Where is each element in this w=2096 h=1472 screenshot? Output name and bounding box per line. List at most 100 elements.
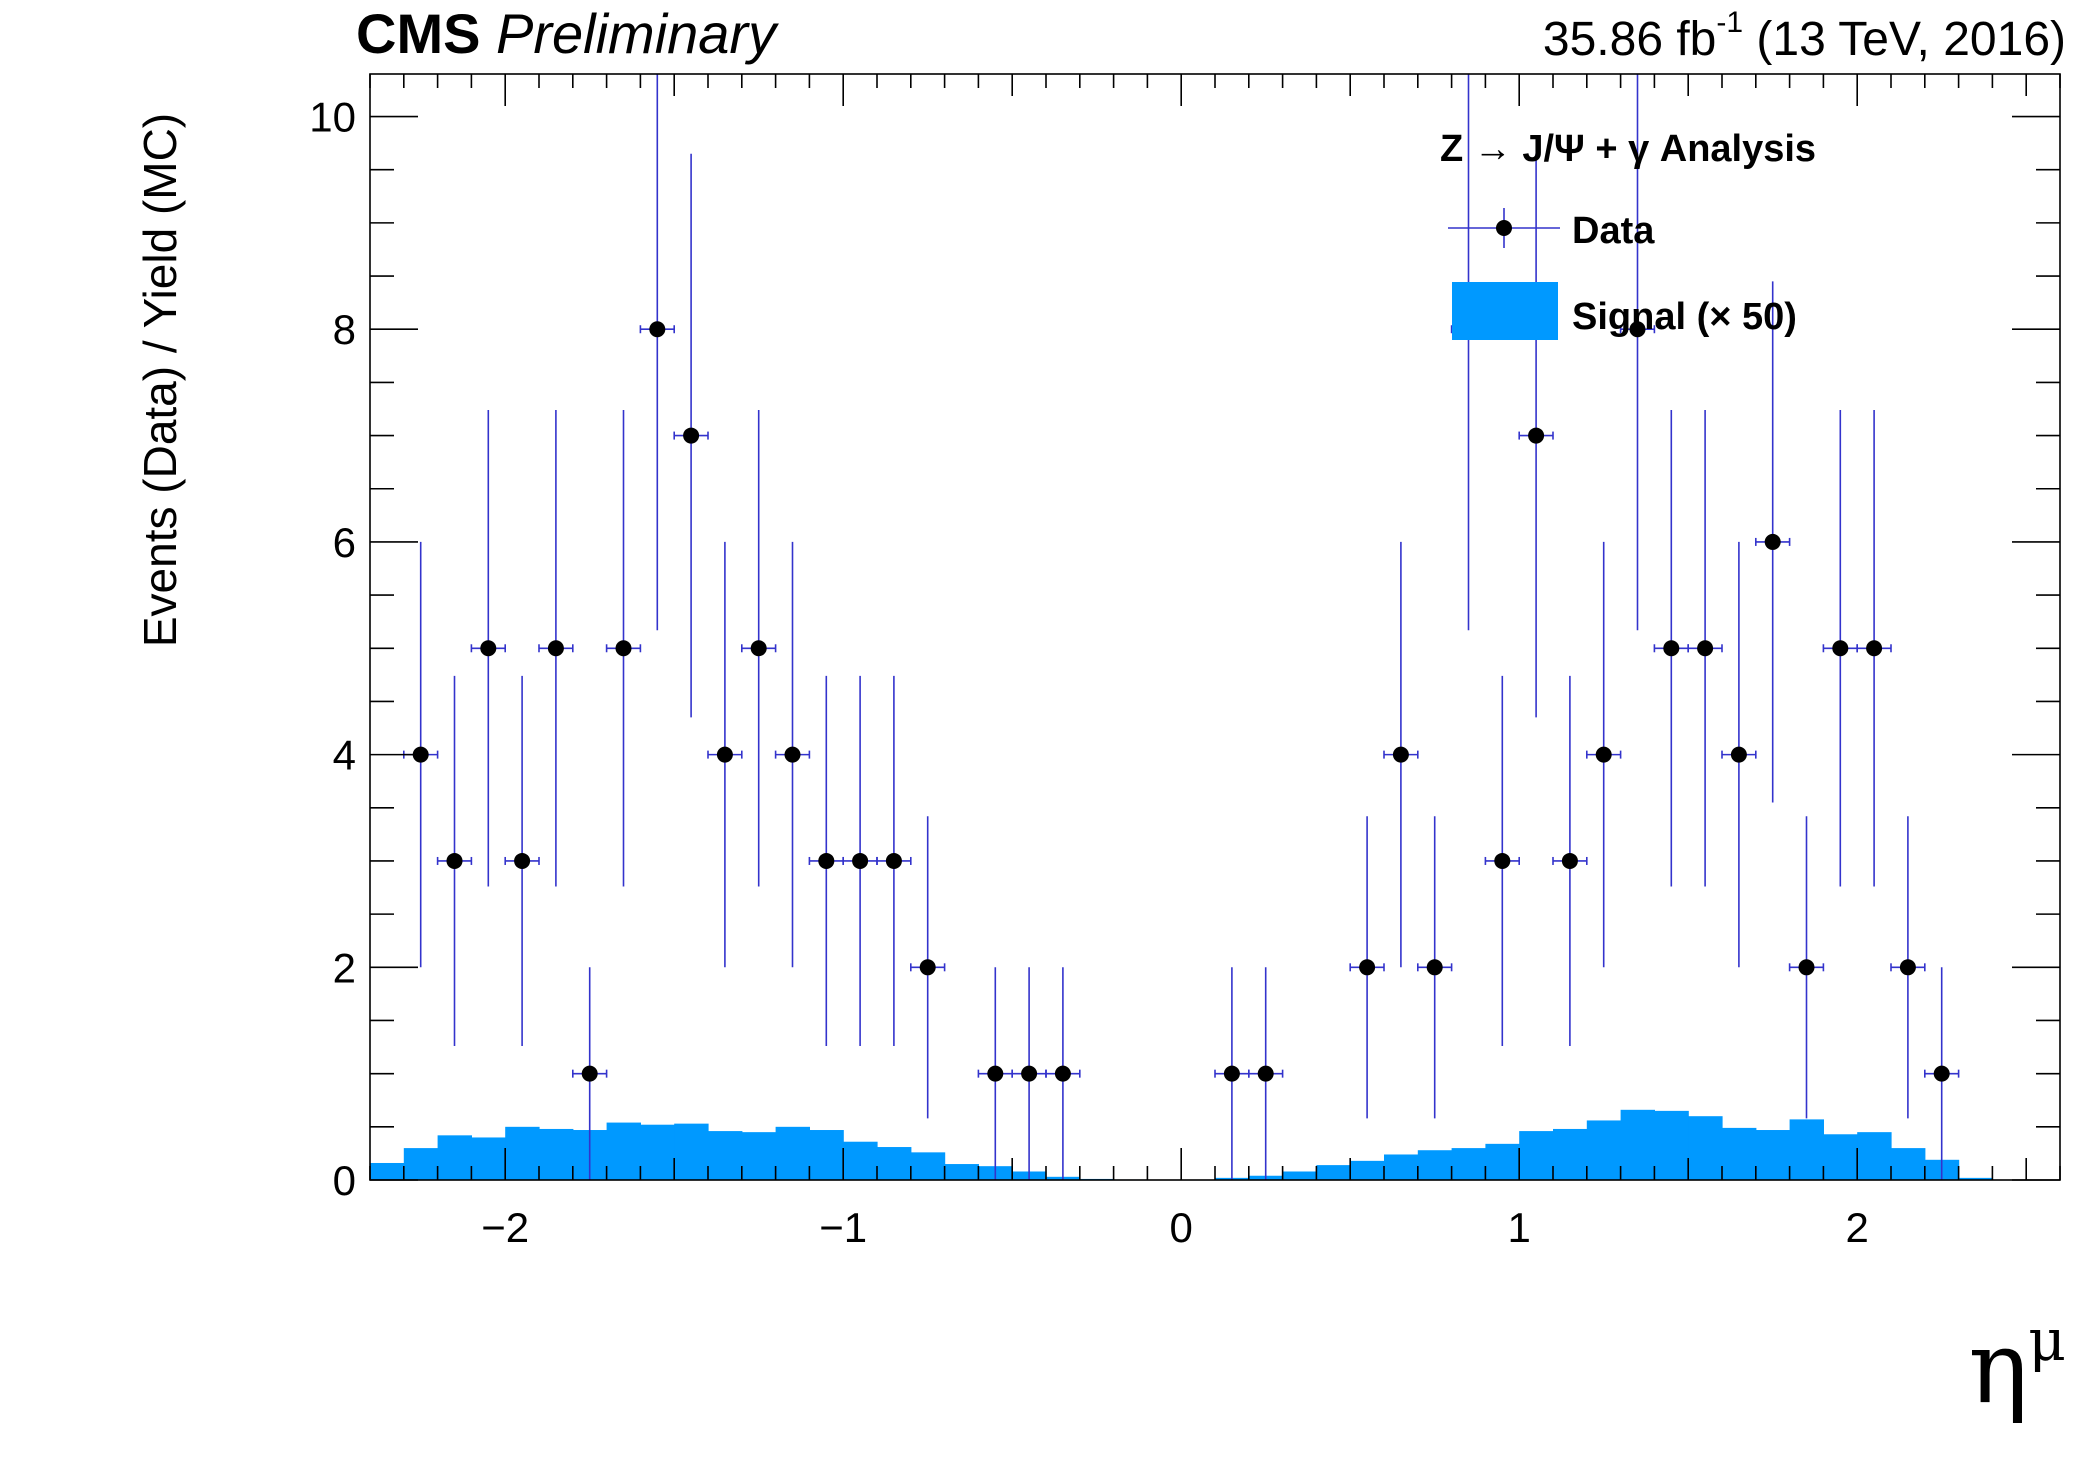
data-point xyxy=(649,321,666,338)
signal-bar xyxy=(910,1152,946,1180)
data-point xyxy=(1223,1065,1240,1082)
x-tick-label: −2 xyxy=(481,1204,529,1251)
legend-title: Z → J/Ψ + γ Analysis xyxy=(1440,128,1817,170)
signal-bar xyxy=(1823,1134,1858,1180)
x-axis-symbol: η xyxy=(1968,1309,2029,1426)
signal-bar xyxy=(1586,1120,1622,1180)
x-tick-label: −1 xyxy=(819,1204,867,1251)
data-point xyxy=(1392,746,1409,763)
data-point xyxy=(1528,427,1545,444)
signal-bar xyxy=(505,1126,540,1180)
signal-bar xyxy=(775,1126,810,1180)
legend-symbols xyxy=(1448,208,1560,340)
signal-bar xyxy=(843,1141,878,1180)
data-point xyxy=(615,640,632,657)
data-point xyxy=(1730,746,1747,763)
signal-bar xyxy=(539,1128,574,1180)
signal-bar xyxy=(606,1122,641,1180)
data-point xyxy=(683,427,700,444)
signal-bar xyxy=(403,1148,439,1180)
signal-bar xyxy=(1755,1130,1791,1180)
lumi-exponent: -1 xyxy=(1716,6,1744,39)
y-tick-label: 0 xyxy=(333,1157,356,1204)
legend-signal-swatch xyxy=(1452,282,1558,340)
data-point xyxy=(852,852,869,869)
cms-label: CMS Preliminary xyxy=(356,6,776,62)
signal-bar xyxy=(1553,1128,1588,1180)
data-point xyxy=(412,746,429,763)
data-point xyxy=(1697,640,1714,657)
signal-bar xyxy=(1282,1171,1317,1180)
data-point xyxy=(716,746,733,763)
data-point xyxy=(1359,959,1376,976)
signal-bar xyxy=(741,1132,777,1180)
data-point xyxy=(1798,959,1815,976)
signal-bar xyxy=(1417,1150,1453,1180)
legend-data-label: Data xyxy=(1572,210,1655,252)
data-point xyxy=(818,852,835,869)
data-point xyxy=(919,959,936,976)
data-point xyxy=(446,852,463,869)
signal-bar xyxy=(370,1162,405,1180)
legend-data-marker xyxy=(1496,220,1512,236)
signal-bar xyxy=(944,1164,979,1180)
signal-bar xyxy=(437,1135,472,1180)
lumi-value: 35.86 fb xyxy=(1542,13,1717,66)
signal-bar xyxy=(877,1147,912,1180)
signal-bar xyxy=(1316,1165,1351,1180)
signal-bar xyxy=(809,1130,844,1180)
signal-bar xyxy=(1789,1119,1824,1180)
signal-bar xyxy=(1384,1154,1419,1180)
data-point xyxy=(1899,959,1916,976)
data-point xyxy=(1561,852,1578,869)
legend-signal-label: Signal (× 50) xyxy=(1572,296,1797,338)
x-tick-label: 2 xyxy=(1846,1204,1869,1251)
experiment-name: CMS xyxy=(356,2,481,65)
signal-bar xyxy=(1857,1132,1892,1180)
data-point xyxy=(1764,533,1781,550)
signal-histogram xyxy=(370,1109,1993,1180)
x-axis-label: ημ xyxy=(1968,1311,2066,1418)
data-point xyxy=(480,640,497,657)
luminosity-label: 35.86 fb-1 (13 TeV, 2016) xyxy=(1542,8,2066,66)
data-point xyxy=(1054,1065,1071,1082)
y-tick-label: 2 xyxy=(333,944,356,991)
y-tick-label: 6 xyxy=(333,519,356,566)
x-tick-label: 1 xyxy=(1508,1204,1531,1251)
data-point xyxy=(987,1065,1004,1082)
data-point xyxy=(514,852,531,869)
signal-bar xyxy=(1722,1127,1757,1180)
lumi-conditions: (13 TeV, 2016) xyxy=(1756,13,2066,66)
signal-bar xyxy=(471,1137,506,1180)
signal-bar xyxy=(1519,1131,1554,1180)
data-point xyxy=(1933,1065,1950,1082)
data-point xyxy=(1595,746,1612,763)
signal-bar xyxy=(1688,1116,1723,1180)
x-axis-superscript: μ xyxy=(2028,1305,2066,1374)
data-point xyxy=(1426,959,1443,976)
status-label: Preliminary xyxy=(496,2,777,65)
signal-bar xyxy=(1451,1148,1486,1180)
data-point xyxy=(1021,1065,1038,1082)
axis-ticks xyxy=(369,74,2061,1181)
signal-bar xyxy=(1350,1160,1385,1180)
data-point xyxy=(784,746,801,763)
signal-bar xyxy=(1891,1148,1926,1180)
data-point xyxy=(581,1065,598,1082)
signal-bar xyxy=(1958,1177,1993,1180)
data-points xyxy=(402,74,1960,1180)
y-tick-label: 4 xyxy=(333,732,356,779)
y-tick-label: 10 xyxy=(309,94,356,141)
data-point xyxy=(885,852,902,869)
signal-bar xyxy=(640,1124,675,1180)
y-axis-label: Events (Data) / Yield (MC) xyxy=(134,112,186,648)
y-tick-label: 8 xyxy=(333,306,356,353)
data-point xyxy=(547,640,564,657)
signal-bar xyxy=(1620,1109,1655,1180)
axis-tick-labels: −2 −1 0 1 2 0 2 4 6 8 10 xyxy=(309,94,1869,1251)
data-point xyxy=(1257,1065,1274,1082)
x-tick-label: 0 xyxy=(1170,1204,1193,1251)
signal-bar xyxy=(1485,1143,1520,1180)
signal-bar xyxy=(674,1123,709,1180)
